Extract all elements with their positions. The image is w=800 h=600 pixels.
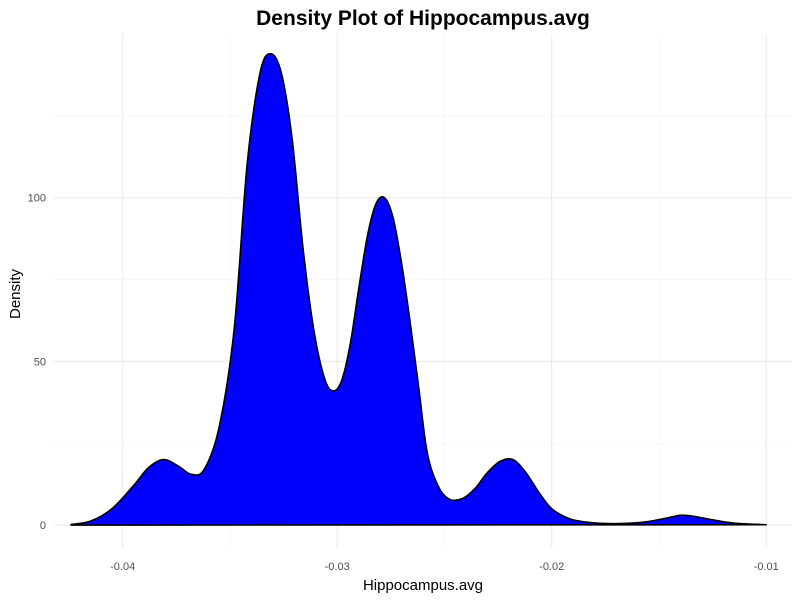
x-axis-title: Hippocampus.avg (363, 577, 483, 594)
density-area (71, 53, 767, 526)
x-tick-label: -0.04 (110, 561, 135, 573)
y-tick-label: 100 (28, 193, 46, 205)
x-tick-label: -0.01 (754, 561, 779, 573)
x-tick-label: -0.03 (325, 561, 350, 573)
density-line (70, 52, 768, 526)
y-tick-label: 50 (34, 356, 46, 368)
x-tick-label: -0.02 (539, 561, 564, 573)
x-axis-tick-labels: -0.04 -0.03 -0.02 -0.01 (110, 561, 779, 573)
chart-title: Density Plot of Hippocampus.avg (256, 7, 590, 30)
y-tick-label: 0 (40, 520, 46, 532)
y-axis-title: Density (7, 268, 24, 319)
y-axis-tick-labels: 0 50 100 (28, 193, 46, 532)
